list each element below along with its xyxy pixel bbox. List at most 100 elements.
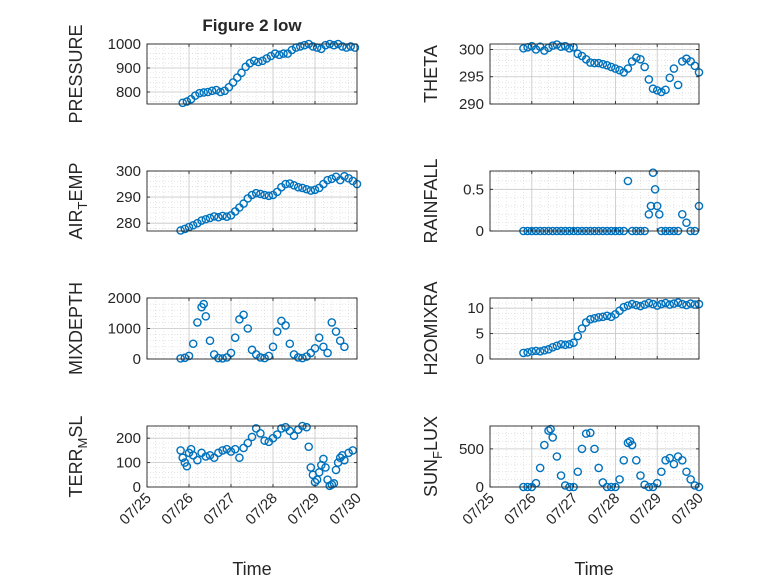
data-point <box>606 62 616 72</box>
data-point <box>560 340 570 350</box>
data-point <box>304 442 314 452</box>
x-tick-label: 07/29 <box>626 490 665 529</box>
subplot-3: 280 290 300 AIRTEMP <box>66 163 362 240</box>
data-point <box>573 331 583 341</box>
data-point <box>209 453 219 463</box>
data-point <box>686 475 695 484</box>
data-point <box>201 311 211 321</box>
data-point <box>251 188 261 198</box>
y-axis-label: MIXDEPTH <box>66 282 86 375</box>
x-tick-label: 07/28 <box>242 490 281 529</box>
data-point <box>323 348 332 358</box>
data-point <box>654 210 664 219</box>
data-point <box>661 456 670 465</box>
data-point <box>266 51 276 61</box>
y-axis-label: AIRTEMP <box>66 163 90 240</box>
chart-title: Figure 2 low <box>202 16 302 35</box>
data-point <box>527 347 537 356</box>
data-point <box>569 338 578 348</box>
axes-background <box>147 44 357 104</box>
data-point <box>648 168 658 177</box>
data-point <box>652 201 662 211</box>
data-point <box>272 327 282 336</box>
subplot-6: 0 5 10 H2OMIXRA <box>421 281 704 376</box>
data-point <box>262 54 272 63</box>
data-point <box>623 176 633 186</box>
y-tick-label: 0 <box>133 479 141 496</box>
x-tick-label: 07/27 <box>543 490 582 529</box>
data-point <box>548 433 558 442</box>
data-point <box>319 454 328 464</box>
data-point <box>268 342 278 352</box>
data-point <box>216 87 225 97</box>
data-point <box>690 61 700 71</box>
data-point <box>682 467 691 477</box>
data-point <box>264 351 274 361</box>
data-point <box>682 218 691 227</box>
data-point <box>222 353 232 362</box>
data-point <box>573 467 583 477</box>
data-point <box>239 199 248 208</box>
data-point <box>201 214 211 224</box>
data-point <box>632 53 641 62</box>
y-tick-label: 0 <box>133 351 141 368</box>
data-point <box>239 443 248 453</box>
data-point <box>176 226 185 235</box>
data-point <box>289 431 299 441</box>
data-point <box>602 311 612 321</box>
data-point <box>298 353 307 363</box>
data-point <box>235 315 244 324</box>
data-point <box>302 184 311 194</box>
axes-background <box>490 44 699 104</box>
data-point <box>293 182 303 192</box>
data-point <box>335 453 345 463</box>
data-point <box>556 339 566 349</box>
y-axis-label: PRESSURE <box>66 24 86 123</box>
data-point <box>182 461 192 471</box>
data-point <box>661 85 670 95</box>
data-point <box>302 422 311 432</box>
data-point <box>669 64 679 73</box>
data-point <box>636 471 645 480</box>
data-point <box>214 353 223 363</box>
data-point <box>310 185 320 195</box>
data-point <box>188 339 198 349</box>
axes-box <box>146 425 358 488</box>
y-tick-label: 5 <box>476 326 484 343</box>
data-point <box>690 300 700 309</box>
data-point <box>644 210 654 219</box>
data-point <box>327 174 337 184</box>
data-point <box>272 187 282 197</box>
data-point <box>180 224 190 234</box>
data-point <box>180 353 190 363</box>
data-point <box>586 428 595 438</box>
data-point <box>237 68 246 78</box>
data-point <box>594 58 603 68</box>
data-point <box>207 86 217 96</box>
data-point <box>548 41 558 50</box>
data-point <box>611 64 620 73</box>
data-point <box>243 438 253 448</box>
data-point <box>277 316 286 326</box>
data-point <box>218 211 227 221</box>
data-point <box>203 87 213 97</box>
data-point <box>581 429 591 438</box>
data-point <box>619 302 629 312</box>
data-point <box>677 456 687 465</box>
data-point <box>594 313 603 322</box>
data-point <box>214 212 223 222</box>
data-point <box>199 299 208 309</box>
data-point <box>686 299 695 308</box>
data-point <box>260 436 269 445</box>
data-point <box>264 191 274 201</box>
data-point <box>205 213 215 223</box>
data-point <box>178 98 187 108</box>
data-point <box>306 186 316 195</box>
data-point <box>652 301 662 310</box>
data-point <box>218 446 227 455</box>
data-point <box>648 299 658 309</box>
data-point <box>193 218 202 228</box>
data-point <box>648 84 658 94</box>
